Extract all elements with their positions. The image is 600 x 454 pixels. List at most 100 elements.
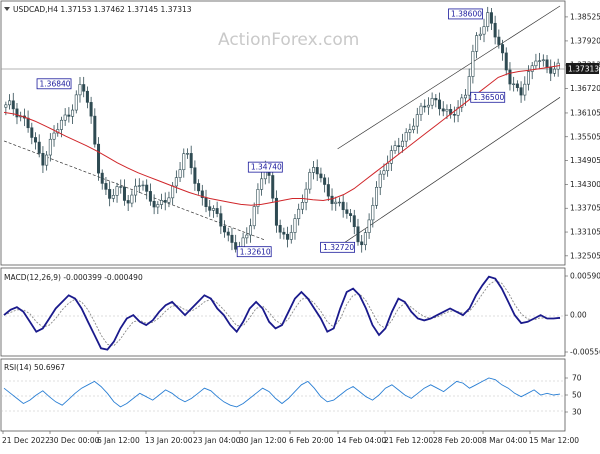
candle-body xyxy=(248,225,252,236)
candle-body xyxy=(193,167,197,184)
time-tick-label: 21 Dec 2022 xyxy=(2,436,50,445)
time-tick-label: 15 Mar 12:00 xyxy=(529,436,579,445)
annotation-box xyxy=(320,241,356,253)
candle-body xyxy=(293,218,297,233)
candle-body xyxy=(178,169,182,178)
candle-body xyxy=(185,153,189,155)
candle-body xyxy=(467,76,471,96)
price-tick-label: 1.36105 xyxy=(570,108,600,117)
candle-body xyxy=(152,200,156,208)
annotation-label: 1.36500 xyxy=(473,93,504,102)
price-tick-label: 1.32505 xyxy=(570,251,600,260)
candle-body xyxy=(171,185,175,199)
candle-body xyxy=(308,172,312,190)
annotation-box xyxy=(36,78,72,90)
candle-body xyxy=(26,117,30,129)
header-row: USDCAD,H4 1.37153 1.37462 1.37145 1.3731… xyxy=(4,5,192,14)
candle-body xyxy=(408,129,412,133)
candle-body xyxy=(15,108,19,118)
candle-body xyxy=(438,99,442,110)
candle-body xyxy=(482,26,486,35)
candle-body xyxy=(441,108,445,112)
candle-body xyxy=(41,152,45,166)
candle-body xyxy=(226,231,230,236)
candle-body xyxy=(337,201,341,204)
candle-body xyxy=(526,71,530,85)
candle-body xyxy=(382,170,386,175)
candle-body xyxy=(371,205,375,221)
price-axis: 1.38525 1.37920 1.37313 1.36720 1.36105 1.355… xyxy=(565,12,600,260)
moving-average-line xyxy=(3,65,561,206)
candle-body xyxy=(478,33,482,36)
candle-body xyxy=(141,184,145,187)
annotation-box xyxy=(236,246,272,258)
candle-body xyxy=(137,185,141,187)
candle-body xyxy=(538,60,542,62)
candle-body xyxy=(430,98,434,106)
candle-body xyxy=(393,145,397,151)
candle-body xyxy=(104,183,108,190)
macd-tick-label: 0.00 xyxy=(570,311,587,320)
candle-body xyxy=(97,143,101,174)
candle-body xyxy=(197,183,201,192)
candle-body xyxy=(108,189,112,199)
candle-body xyxy=(415,114,419,127)
candle-body xyxy=(208,206,212,211)
candle-body xyxy=(219,213,223,227)
candle-body xyxy=(63,114,67,121)
annotation-label: 1.32610 xyxy=(240,247,271,256)
rsi-axis: 70 50 30 xyxy=(565,374,582,417)
candle-body xyxy=(37,141,41,154)
candle-body xyxy=(230,234,234,243)
annotation-label: 1.34740 xyxy=(251,163,282,172)
candle-body xyxy=(501,44,505,54)
candle-body xyxy=(85,90,89,103)
candle-body xyxy=(271,175,275,199)
time-tick-label: 21 Feb 12:00 xyxy=(384,436,433,445)
rsi-panel xyxy=(0,358,566,432)
candle-body xyxy=(508,69,512,85)
rsi-tick-label: 30 xyxy=(572,408,582,417)
time-tick-label: 14 Feb 04:00 xyxy=(337,436,386,445)
candle-body xyxy=(363,232,367,246)
symbol-header: USDCAD,H4 1.37153 1.37462 1.37145 1.3731… xyxy=(13,5,192,14)
candle-body xyxy=(463,94,467,99)
candle-body xyxy=(260,178,264,190)
candle-body xyxy=(52,132,56,140)
candle-body xyxy=(204,197,208,207)
candle-body xyxy=(445,109,449,112)
dropdown-triangle-icon xyxy=(4,7,10,11)
macd-tick-label: 0.005908 xyxy=(570,272,600,281)
candle-body xyxy=(504,52,508,71)
candle-body xyxy=(386,162,390,172)
candle-body xyxy=(519,87,523,96)
candle-body xyxy=(145,184,149,192)
rsi-line xyxy=(3,377,561,408)
watermark: ActionForex.com xyxy=(218,30,359,50)
candle-body xyxy=(4,104,8,108)
candle-body xyxy=(182,153,186,171)
candle-body xyxy=(297,208,301,219)
candle-body xyxy=(93,115,97,145)
time-tick-label: 23 Jan 04:00 xyxy=(193,436,241,445)
time-tick-label: 30 Jan 12:00 xyxy=(239,436,287,445)
annotation-label: 1.36840 xyxy=(40,79,71,88)
time-tick-label: 13 Jan 20:00 xyxy=(145,436,193,445)
time-tick-label: 8 Mar 04:00 xyxy=(482,436,528,445)
macd-line xyxy=(3,275,561,351)
candle-body xyxy=(326,184,330,197)
candle-body xyxy=(360,241,364,246)
candle-body xyxy=(11,100,15,110)
candle-body xyxy=(400,140,404,147)
candle-body xyxy=(134,185,138,196)
candle-body xyxy=(486,12,490,27)
candle-body xyxy=(122,186,126,201)
rsi-tick-label: 50 xyxy=(572,391,582,400)
candle-body xyxy=(523,83,527,96)
candle-body xyxy=(215,208,219,214)
candle-body xyxy=(404,132,408,142)
candle-body xyxy=(471,50,475,77)
rsi-title: RSI(14) 50.6967 xyxy=(4,363,65,372)
candle-body xyxy=(59,119,63,130)
candle-body xyxy=(30,127,34,138)
